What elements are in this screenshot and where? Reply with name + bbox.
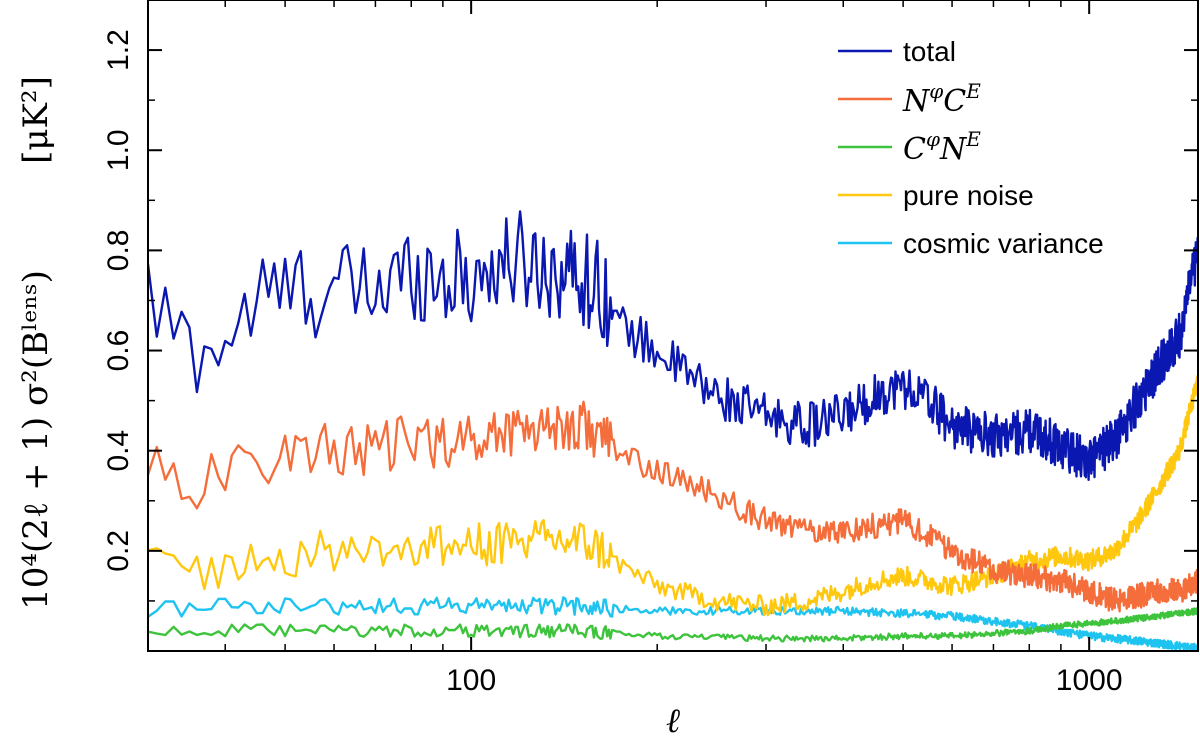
x-tick-label-1000: 1000 xyxy=(1056,664,1123,697)
tick-layer: 0.2 0.4 0.6 0.8 1.0 1.2 100 1000 xyxy=(102,0,1198,697)
y-tick-label-0-6: 0.6 xyxy=(102,330,135,372)
series-line-cosmic-variance xyxy=(148,596,1198,651)
plot-frame xyxy=(147,0,1199,652)
y-axis-label: 10⁴(2ℓ + 1) σ²(Bˡᵉⁿˢ) xyxy=(16,270,56,610)
y-tick-label-0-2: 0.2 xyxy=(102,530,135,572)
x-tick-label-100: 100 xyxy=(446,664,496,697)
x-axis-label: ℓ xyxy=(666,701,680,741)
series-layer xyxy=(148,210,1198,651)
legend-label-total: total xyxy=(903,36,956,67)
legend-label-cphi-ne: CφNE xyxy=(903,127,981,167)
series-line-n-c-e xyxy=(148,400,1198,613)
series-line-total xyxy=(148,210,1198,481)
legend-label-nphi-ce: NφCE xyxy=(902,79,981,119)
y-tick-label-1-0: 1.0 xyxy=(102,129,135,171)
y-tick-label-0-8: 0.8 xyxy=(102,230,135,272)
y-tick-label-0-4: 0.4 xyxy=(102,430,135,472)
y-axis-unit: [μK²] xyxy=(16,76,56,164)
series-line-c-n-e xyxy=(148,607,1198,643)
legend: total NφCE CφNE pure noise cosmic varian… xyxy=(838,36,1104,259)
y-tick-label-1-2: 1.2 xyxy=(102,29,135,71)
legend-label-cosmic-variance: cosmic variance xyxy=(903,228,1104,259)
legend-label-pure-noise: pure noise xyxy=(903,180,1034,211)
